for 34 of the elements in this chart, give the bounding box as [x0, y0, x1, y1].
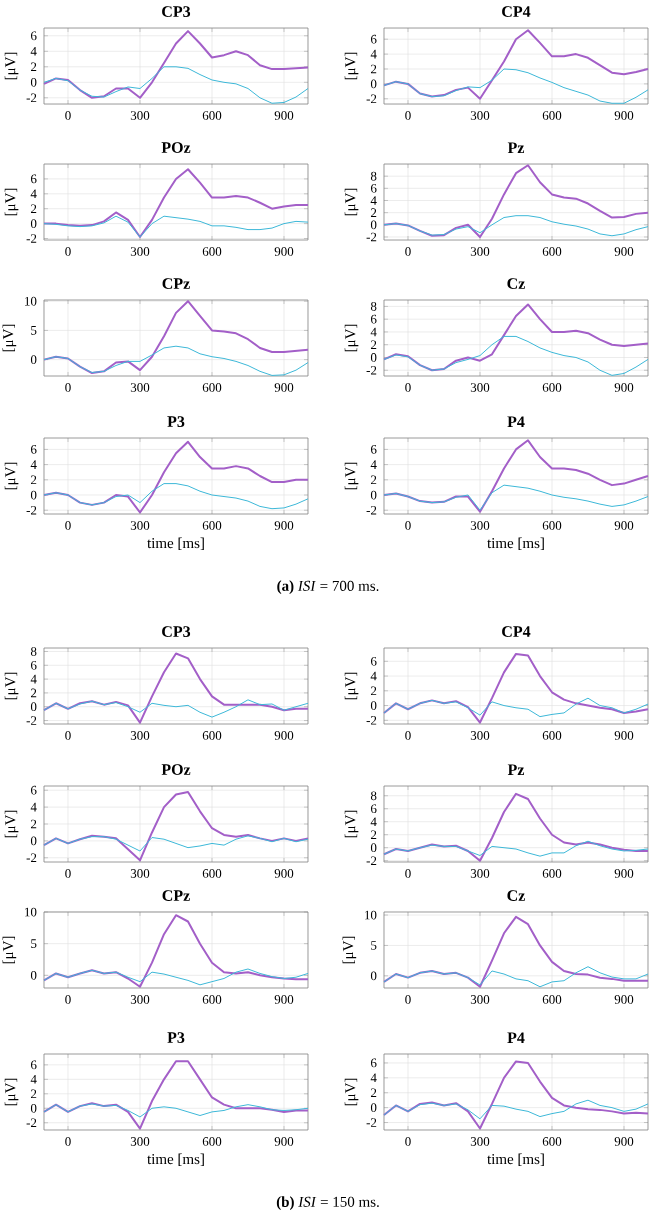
- chart-title: CP4: [502, 6, 531, 17]
- chart-title: P4: [507, 1032, 525, 1043]
- chart-title: CP4: [502, 626, 531, 637]
- line-series: [43, 699, 309, 718]
- chart-title: POz: [161, 764, 191, 775]
- line-series: [43, 1103, 309, 1118]
- line-series: [383, 68, 649, 104]
- line-series: [382, 439, 649, 513]
- chart-title: Cz: [507, 278, 525, 289]
- chart-title: CPz: [162, 890, 190, 901]
- chart-title: Pz: [507, 764, 525, 775]
- chart-title: Cz: [507, 890, 525, 901]
- chart-title: Pz: [507, 142, 525, 153]
- line-series: [43, 914, 309, 988]
- chart-title: CP3: [162, 626, 191, 637]
- chart-title: P3: [167, 1032, 185, 1043]
- line-series: [383, 335, 649, 376]
- line-series: [43, 168, 309, 239]
- line-series: [383, 1099, 649, 1120]
- chart-title: CP3: [162, 6, 191, 17]
- line-series: [382, 652, 649, 724]
- chart-title: CPz: [162, 278, 190, 289]
- chart-title: P3: [167, 416, 185, 427]
- chart-title: POz: [161, 142, 191, 153]
- line-series: [382, 164, 649, 238]
- line-series: [43, 440, 309, 514]
- line-series: [382, 1060, 649, 1130]
- line-series: [383, 215, 649, 237]
- line-series: [383, 966, 649, 988]
- line-series: [382, 792, 649, 862]
- line-series: [43, 66, 309, 104]
- chart-title: P4: [507, 416, 525, 427]
- line-series: [383, 697, 649, 718]
- line-series: [43, 345, 309, 376]
